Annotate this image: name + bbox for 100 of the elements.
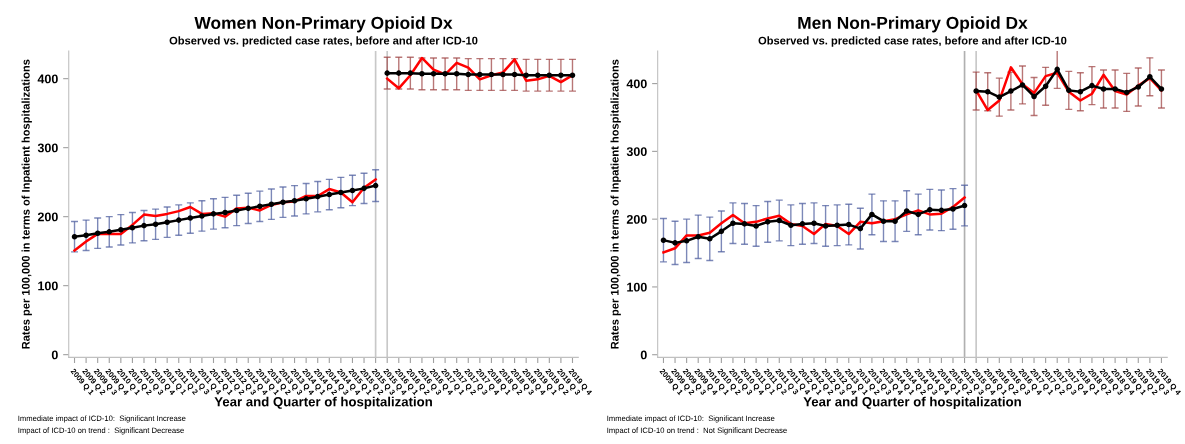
point xyxy=(961,202,968,209)
y-tick-label: 200 xyxy=(626,214,647,224)
point xyxy=(511,71,518,78)
point xyxy=(268,201,275,208)
point xyxy=(660,237,667,243)
point xyxy=(349,187,356,194)
point xyxy=(361,185,367,192)
point xyxy=(892,218,898,224)
point xyxy=(718,228,725,235)
x-axis-title: Year and Quarter of hospitalization xyxy=(803,396,1021,409)
point xyxy=(152,221,159,228)
point xyxy=(683,238,690,244)
point xyxy=(776,217,783,224)
point xyxy=(477,71,483,78)
point xyxy=(199,213,205,219)
point xyxy=(857,225,864,232)
point xyxy=(500,71,506,78)
point xyxy=(1147,74,1153,80)
point xyxy=(1031,93,1037,100)
point xyxy=(430,71,437,77)
point xyxy=(938,207,945,214)
point xyxy=(764,219,771,225)
line-series xyxy=(385,56,574,90)
point xyxy=(1089,82,1095,89)
point xyxy=(488,71,495,78)
point xyxy=(314,193,321,200)
point xyxy=(187,215,194,221)
chart-subtitle: Observed vs. predicted case rates, before and after ICD-10 xyxy=(758,36,1067,47)
y-tick-label: 100 xyxy=(38,281,58,291)
y-tick-label: 300 xyxy=(37,143,58,153)
point xyxy=(1158,86,1165,92)
point xyxy=(1135,84,1142,90)
point xyxy=(534,72,541,78)
point xyxy=(257,203,263,210)
point xyxy=(707,236,713,242)
point xyxy=(1054,66,1060,73)
point xyxy=(94,230,101,236)
y-axis-title: Rates per 100,000 in terms of Inpatient hospitalizations xyxy=(610,59,621,349)
point xyxy=(106,229,113,235)
y-tick-label: 200 xyxy=(37,212,58,222)
point xyxy=(730,220,736,226)
point xyxy=(753,223,759,229)
point xyxy=(927,206,933,213)
point xyxy=(396,70,402,76)
chart-title: Women Non-Primary Opioid Dx xyxy=(194,16,453,33)
point xyxy=(869,211,875,218)
point xyxy=(453,71,460,77)
point xyxy=(1077,88,1084,95)
point xyxy=(384,70,390,76)
point xyxy=(799,221,806,227)
x-axis-title: Year and Quarter of hospitalization xyxy=(214,396,432,409)
point xyxy=(569,72,576,78)
chart-subtitle: Observed vs. predicted case rates, before and after ICD-10 xyxy=(169,36,478,47)
point xyxy=(1100,86,1107,92)
y-tick-label: 0 xyxy=(51,350,58,360)
point xyxy=(523,72,529,78)
point xyxy=(811,220,817,226)
point xyxy=(1112,86,1118,92)
point xyxy=(822,223,829,229)
point xyxy=(442,71,448,77)
point xyxy=(233,207,240,214)
point xyxy=(672,240,678,246)
point xyxy=(996,94,1003,100)
point xyxy=(1008,88,1014,94)
point xyxy=(118,226,124,233)
point xyxy=(164,219,170,225)
point xyxy=(291,198,298,204)
point xyxy=(950,206,956,212)
point xyxy=(338,189,344,196)
point xyxy=(788,222,794,229)
chart-title: Men Non-Primary Opioid Dx xyxy=(798,16,1028,33)
point xyxy=(1019,82,1026,88)
point xyxy=(558,72,564,78)
point xyxy=(129,224,136,231)
point xyxy=(71,233,78,240)
y-tick-label: 100 xyxy=(627,282,647,292)
point xyxy=(372,182,379,189)
point xyxy=(1066,87,1072,94)
point xyxy=(280,199,286,205)
point xyxy=(915,211,922,218)
point xyxy=(903,208,910,214)
point xyxy=(303,195,309,202)
point xyxy=(1123,89,1130,96)
y-axis-title: Rates per 100,000 in terms of Inpatient hospitalizations xyxy=(21,59,32,349)
point xyxy=(984,88,991,95)
point xyxy=(175,217,182,223)
y-tick-label: 300 xyxy=(626,147,647,157)
point xyxy=(326,191,333,198)
point xyxy=(741,221,748,227)
point xyxy=(695,233,701,240)
y-tick-label: 400 xyxy=(37,74,58,84)
point xyxy=(845,221,852,228)
point xyxy=(834,222,840,229)
point xyxy=(465,71,472,78)
point xyxy=(83,232,89,239)
point xyxy=(245,205,252,212)
point xyxy=(419,71,425,77)
point xyxy=(546,72,553,78)
y-tick-label: 400 xyxy=(626,79,647,89)
point xyxy=(407,70,414,76)
